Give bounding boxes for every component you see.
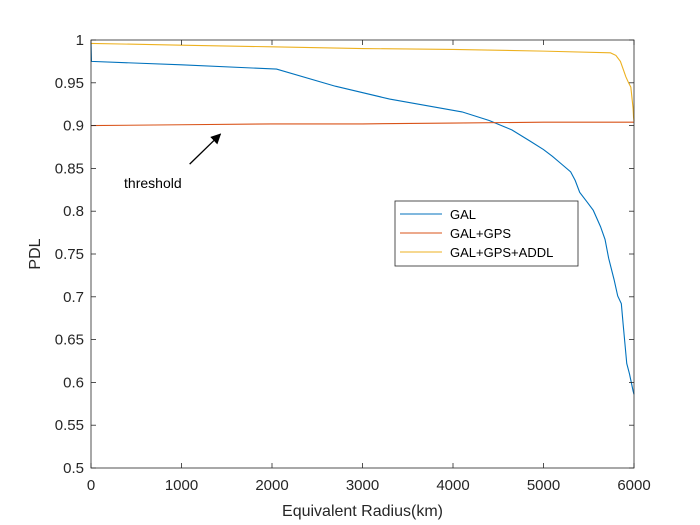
- y-tick-label: 1: [76, 32, 84, 49]
- threshold-annotation: threshold: [124, 175, 182, 191]
- y-tick-label: 0.7: [63, 289, 84, 306]
- x-tick-label: 6000: [617, 477, 650, 494]
- y-tick-label: 0.75: [55, 246, 84, 263]
- y-tick-label: 0.65: [55, 332, 84, 349]
- threshold-arrow: [189, 133, 222, 165]
- x-tick-label: 0: [87, 477, 95, 494]
- series-line-2: [90, 42, 635, 122]
- y-tick-label: 0.9: [63, 118, 84, 135]
- series-line-0: [90, 42, 635, 395]
- x-tick-label: 4000: [436, 477, 469, 494]
- x-axis-label: Equivalent Radius(km): [282, 503, 443, 520]
- y-tick-label: 0.95: [55, 75, 84, 92]
- y-tick-label: 0.6: [63, 374, 84, 391]
- x-tick-label: 5000: [527, 477, 560, 494]
- x-tick-label: 1000: [165, 477, 198, 494]
- x-tick-label: 2000: [255, 477, 288, 494]
- y-tick-label: 0.8: [63, 203, 84, 220]
- series-line-1: [90, 121, 634, 127]
- legend-label-0: GAL: [450, 207, 476, 222]
- y-axis-label: PDL: [27, 238, 44, 269]
- x-tick-label: 3000: [346, 477, 379, 494]
- y-tick-label: 0.55: [55, 417, 84, 434]
- y-tick-label: 0.85: [55, 160, 84, 177]
- y-tick-label: 0.5: [63, 460, 84, 477]
- legend-label-2: GAL+GPS+ADDL: [450, 245, 553, 260]
- legend-label-1: GAL+GPS: [450, 226, 511, 241]
